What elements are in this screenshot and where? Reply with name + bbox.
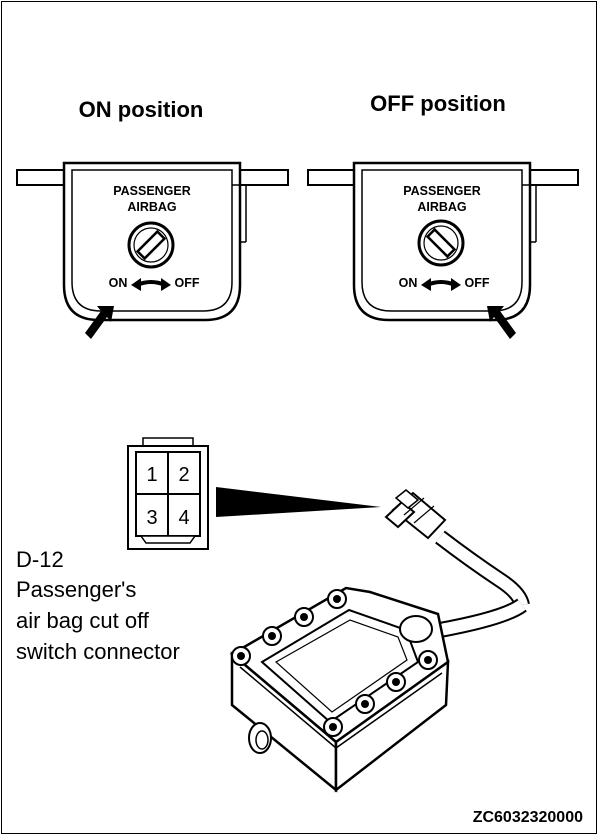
connector-face: 1 2 3 4 — [127, 437, 209, 550]
on-panel-on-label: ON — [109, 276, 128, 290]
on-panel-label-line1: PASSENGER — [113, 184, 191, 198]
off-indicator-arrow-icon — [487, 306, 516, 339]
connector-plug-with-cable — [384, 489, 530, 638]
connector-caption-line1: D-12 — [16, 547, 64, 572]
on-indicator-arrow-icon — [85, 306, 114, 339]
connector-caption-line3: air bag cut off — [16, 608, 150, 633]
off-key-cylinder — [417, 219, 465, 267]
on-panel-off-label: OFF — [175, 276, 200, 290]
pin-4-label: 4 — [178, 507, 189, 529]
off-panel-on-label: ON — [399, 276, 418, 290]
on-key-cylinder — [127, 221, 175, 269]
on-panel-label-line2: AIRBAG — [127, 200, 176, 214]
off-position-switch-panel: PASSENGER AIRBAG ON OFF — [307, 161, 579, 339]
off-panel-label-line2: AIRBAG — [417, 200, 466, 214]
off-panel-label-line1: PASSENGER — [403, 184, 481, 198]
off-position-heading: OFF position — [370, 91, 506, 116]
on-position-heading: ON position — [79, 97, 204, 122]
pin-2-label: 2 — [178, 464, 189, 486]
on-position-switch-panel: PASSENGER AIRBAG ON OFF — [16, 161, 289, 339]
pin-1-label: 1 — [146, 464, 157, 486]
mounting-bolts — [231, 589, 438, 737]
connector-caption-line2: Passenger's — [16, 577, 136, 602]
airbag-cut-off-switch-body — [229, 586, 450, 793]
pin-3-label: 3 — [146, 507, 157, 529]
off-panel-off-label: OFF — [465, 276, 490, 290]
figure-code: ZC6032320000 — [473, 809, 583, 826]
connector-caption: D-12 Passenger's air bag cut off switch … — [16, 547, 180, 664]
connector-caption-line4: switch connector — [16, 639, 180, 664]
connector-pointer-icon — [216, 487, 381, 517]
